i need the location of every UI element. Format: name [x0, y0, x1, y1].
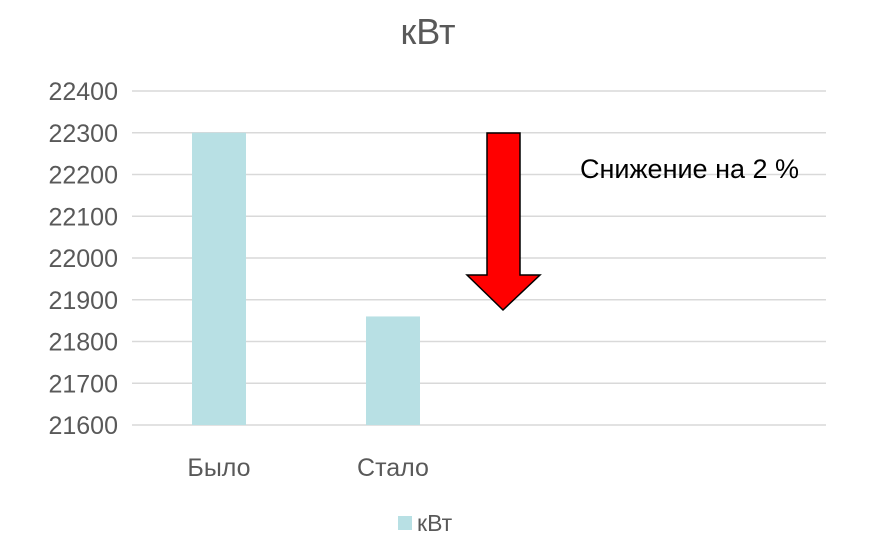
- y-tick-label: 22000: [48, 245, 118, 273]
- gridlines: [132, 90, 826, 426]
- x-axis-categories: Было Стало: [187, 454, 429, 482]
- y-tick-label: 21800: [48, 329, 118, 357]
- annotation-text: Снижение на 2 %: [580, 154, 799, 184]
- y-tick-label: 22100: [48, 203, 118, 231]
- y-tick-label: 22400: [48, 78, 118, 106]
- chart-title: кВт: [400, 11, 455, 52]
- legend-swatch: [398, 516, 412, 530]
- legend: кВт: [398, 510, 453, 536]
- bars: [192, 132, 420, 425]
- y-tick-label: 21900: [48, 287, 118, 315]
- legend-label: кВт: [417, 510, 453, 536]
- y-tick-label: 22200: [48, 162, 118, 190]
- x-category-label: Стало: [357, 454, 429, 482]
- down-arrow-shape: [465, 132, 542, 312]
- x-category-label: Было: [187, 454, 250, 482]
- y-tick-label: 21700: [48, 370, 118, 398]
- y-tick-label: 21600: [48, 412, 118, 440]
- down-arrow-icon: [465, 132, 542, 312]
- y-tick-label: 22300: [48, 120, 118, 148]
- y-axis-ticks: 21600 21700 21800 21900 22000 22100 22200 22300…: [48, 78, 118, 440]
- bar-2: [366, 316, 420, 425]
- bar-1: [192, 132, 246, 425]
